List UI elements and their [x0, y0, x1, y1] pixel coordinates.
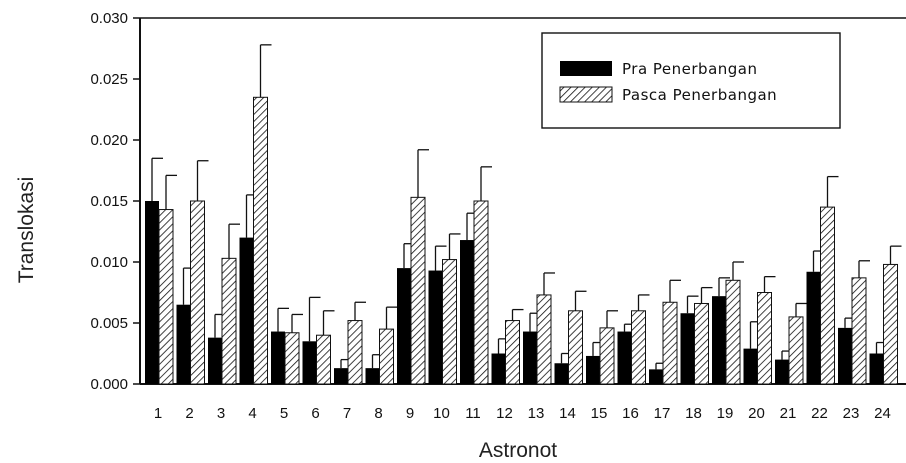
bar-pra-penerbangan [302, 341, 317, 384]
y-tick-label: 0.005 [90, 315, 128, 332]
x-tick-label: 15 [591, 405, 608, 422]
bar-pasca-penerbangan [568, 310, 583, 385]
y-tick-label: 0.025 [90, 71, 128, 88]
bar-pra-penerbangan [334, 368, 348, 384]
x-tick-label: 3 [217, 405, 225, 422]
bar-pasca-penerbangan [379, 328, 394, 385]
bar-pasca-penerbangan [599, 327, 615, 385]
bar-pasca-penerbangan [221, 257, 237, 385]
x-tick-label: 18 [685, 405, 702, 422]
bar-pasca-penerbangan [316, 334, 331, 385]
bar-pra-penerbangan [208, 337, 222, 384]
bar-pasca-penerbangan [158, 209, 174, 385]
x-tick-label: 23 [843, 405, 860, 422]
bar-pra-penerbangan [617, 331, 632, 384]
bar-pra-penerbangan [775, 359, 789, 384]
bar-pra-penerbangan [397, 268, 411, 384]
x-tick-label: 11 [465, 405, 481, 422]
y-tick-label: 0.030 [90, 10, 128, 27]
x-tick-label: 16 [622, 405, 639, 422]
x-tick-label: 9 [406, 405, 414, 422]
x-tick-label: 1 [154, 405, 162, 422]
x-tick-label: 20 [748, 405, 765, 422]
bar-pra-penerbangan [586, 355, 600, 384]
bar-pasca-penerbangan [190, 200, 205, 385]
y-tick-label: 0.015 [90, 193, 128, 210]
bars-group [145, 44, 902, 385]
x-tick-label: 19 [717, 405, 734, 422]
legend-swatch-pasca [559, 86, 613, 103]
bar-pasca-penerbangan [410, 196, 426, 385]
x-tick-label: 6 [311, 405, 319, 422]
legend-swatch-pra [560, 61, 612, 76]
y-tick-label: 0.010 [90, 254, 128, 271]
y-tick-label: 0.020 [90, 132, 128, 149]
bar-pasca-penerbangan [631, 310, 646, 385]
bar-pra-penerbangan [649, 369, 663, 384]
x-tick-label: 14 [559, 405, 576, 422]
bar-pasca-penerbangan [347, 320, 363, 385]
bar-pra-penerbangan [239, 237, 254, 384]
bar-pra-penerbangan [365, 368, 380, 384]
x-tick-label: 10 [433, 405, 450, 422]
bar-pra-penerbangan [712, 296, 726, 384]
bar-pasca-penerbangan [851, 277, 867, 385]
bar-pasca-penerbangan [442, 259, 457, 385]
x-tick-label: 8 [374, 405, 382, 422]
x-tick-label: 17 [654, 405, 671, 422]
x-tick-label: 7 [343, 405, 351, 422]
x-tick-label: 12 [496, 405, 513, 422]
bar-pasca-penerbangan [284, 332, 300, 385]
bar-pra-penerbangan [145, 201, 159, 384]
x-axis-ticks: 1 2 3 4 5 6 7 8 9 10 11 12 13 14 15 16 17 18 19 20 21 22 23 24 [154, 405, 891, 422]
x-tick-label: 24 [874, 405, 891, 422]
bar-pasca-penerbangan [505, 320, 520, 385]
bar-pra-penerbangan [838, 327, 852, 384]
bar-pasca-penerbangan [473, 200, 489, 385]
bar-pra-penerbangan [680, 313, 695, 384]
x-tick-label: 4 [248, 405, 256, 422]
bar-pra-penerbangan [806, 271, 821, 384]
legend-box [541, 32, 841, 129]
y-tick-label: 0.000 [90, 376, 128, 393]
bar-pra-penerbangan [869, 353, 884, 384]
bar-pra-penerbangan [743, 348, 758, 384]
bar-pra-penerbangan [176, 304, 191, 384]
y-axis-ticks: 0.000 0.005 0.010 0.015 0.020 0.025 0.030 [90, 10, 140, 393]
bar-pasca-penerbangan [662, 301, 678, 385]
bar-pasca-penerbangan [725, 279, 741, 385]
x-tick-label: 21 [780, 405, 797, 422]
x-tick-label: 22 [811, 405, 828, 422]
bar-pasca-penerbangan [788, 316, 804, 385]
bar-pasca-penerbangan [694, 302, 709, 385]
bar-pra-penerbangan [271, 331, 285, 384]
x-tick-label: 2 [185, 405, 193, 422]
legend-label-pra: Pra Penerbangan [622, 60, 758, 78]
bar-pra-penerbangan [554, 363, 569, 384]
bar-pra-penerbangan [460, 240, 474, 384]
bar-pasca-penerbangan [820, 206, 835, 385]
x-tick-label: 13 [528, 405, 545, 422]
bar-pasca-penerbangan [883, 263, 898, 385]
bar-pra-penerbangan [491, 353, 506, 384]
y-axis-title: Translokasi [15, 177, 38, 284]
x-axis-title: Astronot [479, 439, 557, 462]
bar-pasca-penerbangan [253, 96, 268, 385]
bar-pra-penerbangan [428, 270, 443, 384]
x-tick-label: 5 [280, 405, 288, 422]
bar-pasca-penerbangan [536, 294, 552, 385]
legend-label-pasca: Pasca Penerbangan [622, 86, 777, 104]
bar-pra-penerbangan [523, 331, 537, 384]
legend: Pra Penerbangan Pasca Penerbangan [541, 32, 841, 129]
bar-pasca-penerbangan [757, 292, 772, 385]
